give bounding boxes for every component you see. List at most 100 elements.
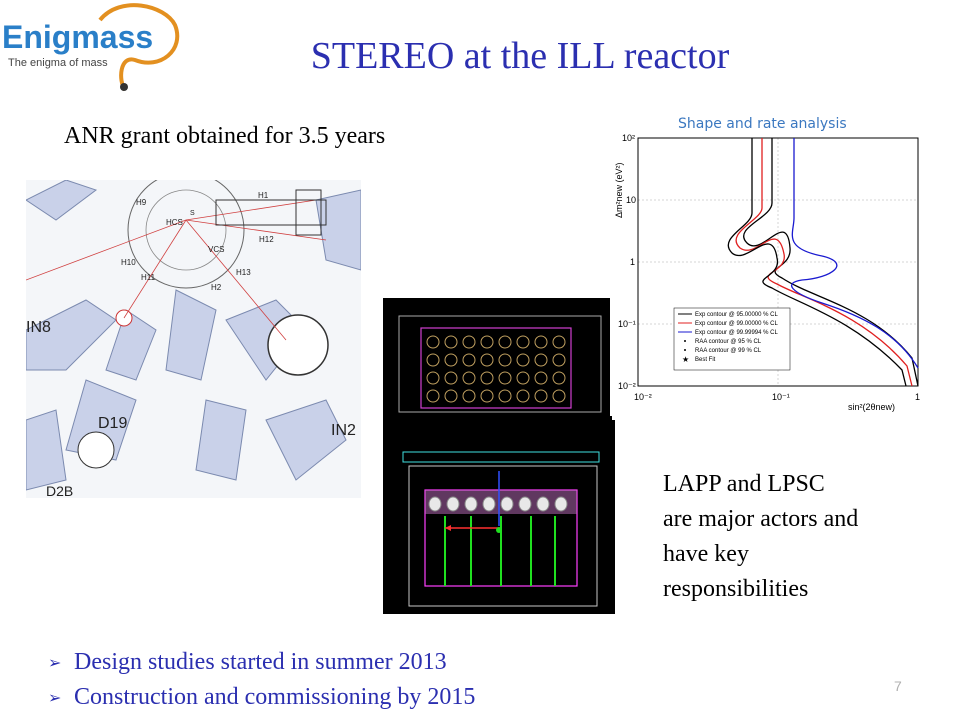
pmt-circle	[552, 389, 566, 403]
pmt-circle	[480, 389, 494, 403]
pmt-circle	[462, 335, 476, 349]
pmt-circle	[444, 371, 458, 385]
map-label-d2b: D2B	[46, 483, 73, 498]
bullet-item: ➢ Construction and commissioning by 2015	[48, 680, 475, 715]
exclusion-plot: Shape and rate analysis 10² 10 1 10⁻¹ 10…	[612, 108, 932, 420]
actors-text: LAPP and LPSC are major actors and have …	[663, 467, 943, 607]
enigmass-logo: Enigmass The enigma of mass	[2, 3, 180, 92]
pmt-circle	[534, 335, 548, 349]
actors-line: responsibilities	[663, 576, 809, 602]
pmt-bulb	[518, 496, 532, 512]
map-label-h12: H12	[259, 235, 274, 244]
pmt-circle	[444, 353, 458, 367]
map-label-vcs: VCS	[208, 245, 224, 254]
actors-line: LAPP and LPSC	[663, 471, 825, 497]
detector-top-view	[383, 298, 610, 416]
pmt-circle	[462, 389, 476, 403]
bullet-text: Construction and commissioning by 2015	[74, 684, 476, 710]
logo-tagline: The enigma of mass	[8, 57, 108, 69]
y-axis-label: Δm²new (eV²)	[614, 162, 624, 218]
map-label-s: S	[190, 210, 195, 217]
map-label-in8: IN8	[26, 319, 51, 336]
reactor-hall-map: IN8 D19 D2B IN2 H1 H9 H10 H11 H12 H13 H2…	[26, 180, 361, 498]
slide-title: STEREO at the ILL reactor	[310, 35, 730, 77]
pmt-bulb	[446, 496, 460, 512]
detector-side-view	[383, 416, 615, 614]
plot-title: Shape and rate analysis	[678, 116, 847, 132]
pmt-circle	[516, 353, 530, 367]
map-label-in2: IN2	[331, 422, 356, 439]
pmt-grid	[426, 335, 566, 403]
pmt-circle	[426, 353, 440, 367]
pmt-circle	[534, 371, 548, 385]
pmt-bulb	[428, 496, 442, 512]
actors-line: have key	[663, 541, 749, 567]
legend-item-best-fit: Best Fit	[695, 357, 716, 363]
bullet-list: ➢ Design studies started in summer 2013 …	[48, 645, 475, 715]
logo-dot	[120, 83, 128, 91]
pmt-circle	[426, 335, 440, 349]
pmt-circle	[498, 371, 512, 385]
pmt-circle	[498, 353, 512, 367]
grant-text: ANR grant obtained for 3.5 years	[64, 123, 386, 149]
arrow-bullet-icon: ➢	[48, 688, 62, 707]
pmt-circle	[498, 335, 512, 349]
legend-item-exp-99999: Exp contour @ 99.99994 % CL	[695, 330, 778, 336]
x-axis-label: sin²(2θnew)	[848, 402, 895, 412]
pmt-circle	[444, 389, 458, 403]
legend-item-exp-99: Exp contour @ 99.00000 % CL	[695, 321, 778, 327]
x-tick-1: 1	[915, 392, 920, 402]
y-tick-0-01: 10⁻²	[618, 381, 636, 391]
pmt-circle	[462, 353, 476, 367]
pmt-circle	[516, 335, 530, 349]
y-tick-10: 10	[626, 195, 636, 205]
pmt-circle	[480, 371, 494, 385]
pmt-circle	[444, 335, 458, 349]
plot-legend: ★ Exp contour @ 95.00000 % CL Exp contou…	[673, 307, 791, 371]
bullet-item: ➢ Design studies started in summer 2013	[48, 645, 475, 680]
bullet-text: Design studies started in summer 2013	[74, 649, 447, 675]
pmt-circle	[552, 353, 566, 367]
pmt-bulb	[464, 496, 478, 512]
legend-item-raa-99: RAA contour @ 99 % CL	[695, 348, 762, 354]
map-label-h2: H2	[211, 283, 222, 292]
pmt-circle	[516, 371, 530, 385]
pmt-circle	[480, 335, 494, 349]
pmt-bulb	[554, 496, 568, 512]
pmt-bulb	[500, 496, 514, 512]
map-label-h11: H11	[141, 273, 156, 282]
map-label-h13: H13	[236, 268, 251, 277]
map-label-h9: H9	[136, 198, 147, 207]
pmt-circle	[480, 353, 494, 367]
arrow-bullet-icon: ➢	[48, 653, 62, 672]
x-tick-0-1: 10⁻¹	[772, 392, 790, 402]
actors-line: are major actors and	[663, 506, 859, 532]
pmt-circle	[534, 389, 548, 403]
pmt-row	[428, 496, 568, 512]
legend-item-exp-95: Exp contour @ 95.00000 % CL	[695, 312, 778, 318]
pmt-circle	[552, 335, 566, 349]
map-label-hcs: HCS	[166, 218, 183, 227]
pmt-bulb	[482, 496, 496, 512]
exp-contour-99-2	[727, 138, 907, 387]
y-tick-0-1: 10⁻¹	[618, 319, 636, 329]
page-number: 7	[894, 678, 902, 694]
pmt-bulb	[536, 496, 550, 512]
pmt-circle	[426, 389, 440, 403]
exp-contour-99-99994	[790, 138, 919, 369]
svg-text:★: ★	[682, 355, 689, 364]
y-tick-100: 10²	[622, 133, 635, 143]
pmt-circle	[462, 371, 476, 385]
pmt-circle	[534, 353, 548, 367]
map-label-h1: H1	[258, 191, 269, 200]
map-label-d19: D19	[98, 415, 127, 432]
pmt-circle	[498, 389, 512, 403]
exp-contour-99	[735, 138, 913, 387]
legend-item-raa-95: RAA contour @ 95 % CL	[695, 339, 762, 345]
x-tick-0-01: 10⁻²	[634, 392, 652, 402]
pmt-circle	[552, 371, 566, 385]
pmt-circle	[426, 371, 440, 385]
logo-wordmark: Enigmass	[2, 19, 153, 55]
exp-contour-95	[743, 138, 919, 387]
map-label-h10: H10	[121, 258, 136, 267]
